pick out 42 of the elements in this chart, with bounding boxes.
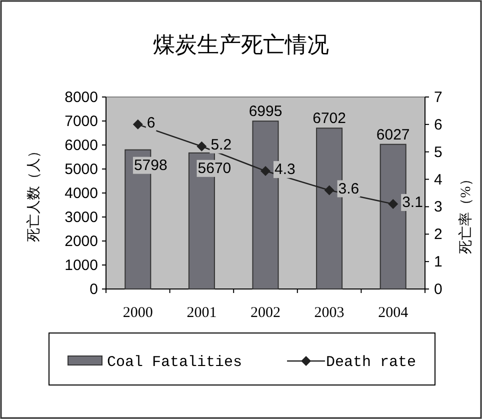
chart-title: 煤炭生产死亡情况 bbox=[153, 32, 329, 57]
point bbox=[132, 119, 143, 130]
data-label: 3.6 bbox=[338, 180, 360, 198]
y2-tick-label: 0 bbox=[434, 281, 442, 298]
x-tick-label: 2004 bbox=[378, 305, 409, 321]
y-axis-title: 死亡人数（人） bbox=[26, 144, 42, 242]
data-label: 6 bbox=[146, 114, 156, 132]
x-tick-label: 2002 bbox=[250, 305, 280, 321]
data-label: 5670 bbox=[198, 160, 232, 177]
data-label: 5.2 bbox=[210, 136, 232, 154]
y-tick-label: 5000 bbox=[64, 161, 98, 178]
legend-label: Death rate bbox=[326, 354, 416, 371]
y2-tick-label: 1 bbox=[434, 254, 442, 271]
data-label: 5798 bbox=[134, 156, 168, 174]
y2-tick-label: 3 bbox=[434, 198, 442, 216]
point bbox=[324, 185, 334, 196]
y2-tick-label: 6 bbox=[434, 116, 442, 134]
y-tick-label: 7000 bbox=[64, 113, 98, 130]
point bbox=[196, 141, 207, 152]
data-label: 6702 bbox=[312, 110, 346, 128]
y-tick-label: 1000 bbox=[64, 257, 98, 274]
y2-tick-label: 2 bbox=[434, 226, 442, 244]
data-label: 4.3 bbox=[274, 161, 296, 178]
y-tick-label: 4000 bbox=[64, 185, 98, 202]
x-tick-label: 2003 bbox=[314, 305, 344, 321]
y2-axis-title: 死亡率（%） bbox=[458, 172, 474, 254]
y2-tick-label: 5 bbox=[434, 144, 442, 161]
data-label: 3.1 bbox=[402, 194, 423, 211]
x-tick-label: 2001 bbox=[186, 305, 217, 321]
point bbox=[388, 198, 398, 209]
data-label: 6995 bbox=[248, 103, 282, 120]
y2-tick-label: 7 bbox=[434, 89, 442, 106]
y-tick-label: 2000 bbox=[64, 233, 98, 250]
y-tick-label: 8000 bbox=[64, 89, 98, 106]
point bbox=[260, 166, 270, 176]
data-label: 6027 bbox=[376, 126, 410, 144]
y2-tick-label: 4 bbox=[434, 171, 442, 188]
y-tick-label: 6000 bbox=[64, 137, 98, 154]
legend-label: Coal Fatalities bbox=[107, 354, 242, 371]
y-tick-label: 3000 bbox=[64, 209, 98, 226]
y-tick-label: 0 bbox=[90, 281, 98, 298]
x-tick-label: 2000 bbox=[122, 305, 153, 321]
